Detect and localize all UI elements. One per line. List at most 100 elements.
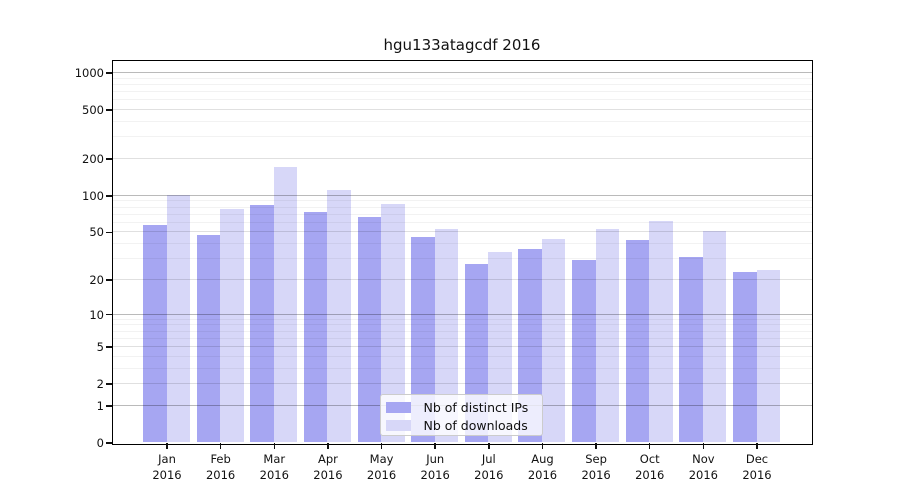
y-tick-label-100: 100	[82, 188, 104, 203]
x-tick-label-apr: Apr 2016	[313, 452, 343, 482]
bar-downloads-aug	[541, 238, 566, 443]
gridline-300	[112, 136, 812, 138]
y-tick-label-1000: 1000	[74, 66, 104, 81]
x-tick-label-may: May 2016	[366, 452, 397, 482]
legend-entry-downloads: Nb of downloads	[385, 417, 542, 434]
gridline-10	[112, 313, 812, 315]
bar-distinct-ips-dec	[733, 272, 757, 443]
x-tick-may	[380, 443, 383, 449]
y-tick-label-200: 200	[82, 152, 104, 167]
gridline-6	[112, 337, 812, 339]
y-tick-20	[106, 279, 112, 281]
y-tick-label-10: 10	[89, 307, 104, 322]
y-tick-1000	[106, 72, 112, 74]
gridline-2	[112, 383, 812, 385]
y-tick-0	[106, 442, 112, 444]
gridline-8	[112, 324, 812, 326]
gridline-900	[112, 77, 812, 79]
y-tick-label-20: 20	[89, 272, 104, 287]
gridline-200	[112, 158, 812, 160]
gridline-50	[112, 231, 812, 233]
x-tick-label-oct: Oct 2016	[635, 452, 665, 482]
gridline-70	[112, 213, 812, 215]
bar-distinct-ips-apr	[303, 212, 328, 443]
gridline-700	[112, 91, 812, 93]
y-tick-100	[106, 195, 112, 197]
legend-label-downloads: Nb of downloads	[423, 417, 528, 433]
y-tick-label-1: 1	[96, 398, 104, 413]
x-tick-sep	[595, 443, 597, 449]
x-tick-label-jan: Jan 2016	[152, 452, 182, 482]
gridline-30	[112, 258, 812, 260]
x-tick-oct	[648, 443, 651, 449]
gridline-800	[112, 83, 812, 85]
y-tick-10	[106, 313, 112, 316]
plot-area: Nb of distinct IPs Nb of downloads	[111, 59, 813, 445]
x-tick-label-mar: Mar 2016	[259, 452, 289, 482]
gridline-7	[112, 330, 812, 332]
gridline-600	[112, 99, 812, 101]
legend-label-distinct-ips: Nb of distinct IPs	[423, 399, 529, 415]
y-tick-label-500: 500	[82, 103, 104, 118]
gridline-40	[112, 243, 812, 245]
x-tick-feb	[219, 443, 222, 449]
gridline-90	[112, 200, 812, 202]
x-tick-label-feb: Feb 2016	[205, 452, 236, 482]
x-tick-label-dec: Dec 2016	[742, 452, 772, 482]
y-tick-label-50: 50	[89, 225, 104, 240]
gridline-1000	[112, 72, 812, 74]
y-tick-label-0: 0	[96, 436, 104, 450]
x-tick-mar	[273, 443, 276, 449]
bar-distinct-ips-jan	[143, 225, 167, 443]
x-tick-label-aug: Aug 2016	[527, 452, 558, 482]
bar-distinct-ips-nov	[679, 256, 703, 443]
gridline-9	[112, 318, 812, 320]
bar-downloads-jun	[434, 228, 459, 443]
x-tick-apr	[327, 443, 329, 449]
x-tick-label-nov: Nov 2016	[688, 452, 718, 482]
gridline-5	[112, 346, 812, 348]
gridline-100	[112, 194, 812, 196]
bar-distinct-ips-may	[357, 217, 382, 443]
y-tick-500	[106, 109, 112, 111]
x-tick-jan	[166, 443, 168, 449]
grid-layer	[112, 61, 812, 444]
x-tick-aug	[541, 443, 544, 449]
y-tick-50	[106, 231, 112, 234]
x-tick-dec	[756, 443, 758, 449]
bar-downloads-apr	[327, 190, 351, 443]
x-tick-jul	[488, 443, 490, 449]
bar-distinct-ips-oct	[625, 239, 650, 443]
gridline-500	[112, 109, 812, 111]
bar-downloads-oct	[649, 221, 673, 443]
bar-downloads-dec	[756, 270, 780, 443]
gridline-400	[112, 121, 812, 123]
gridline-80	[112, 206, 812, 208]
bar-downloads-jan	[166, 195, 190, 443]
x-tick-label-jun: Jun 2016	[420, 452, 450, 482]
gridline-4	[112, 355, 812, 357]
bar-downloads-nov	[702, 230, 727, 443]
gridline-3	[112, 367, 812, 369]
legend: Nb of distinct IPs Nb of downloads	[379, 393, 543, 436]
bar-distinct-ips-sep	[572, 260, 596, 443]
y-tick-5	[106, 346, 112, 348]
gridline-20	[112, 278, 812, 280]
legend-swatch-distinct-ips	[385, 401, 411, 413]
x-tick-label-jul: Jul 2016	[474, 452, 504, 482]
y-tick-200	[106, 158, 112, 160]
bar-downloads-may	[381, 203, 405, 443]
bar-downloads-feb	[220, 208, 244, 443]
chart-title: hgu133atagcdf 2016	[383, 36, 541, 54]
y-tick-label-2: 2	[96, 377, 104, 392]
y-tick-2	[106, 383, 112, 385]
y-tick-1	[106, 405, 112, 407]
legend-swatch-downloads	[385, 419, 411, 431]
x-tick-jun	[434, 443, 436, 449]
bar-distinct-ips-jun	[411, 237, 435, 443]
bar-downloads-sep	[595, 228, 620, 443]
x-tick-label-sep: Sep 2016	[581, 452, 611, 482]
bar-distinct-ips-feb	[196, 235, 221, 443]
bar-distinct-ips-mar	[250, 205, 274, 443]
